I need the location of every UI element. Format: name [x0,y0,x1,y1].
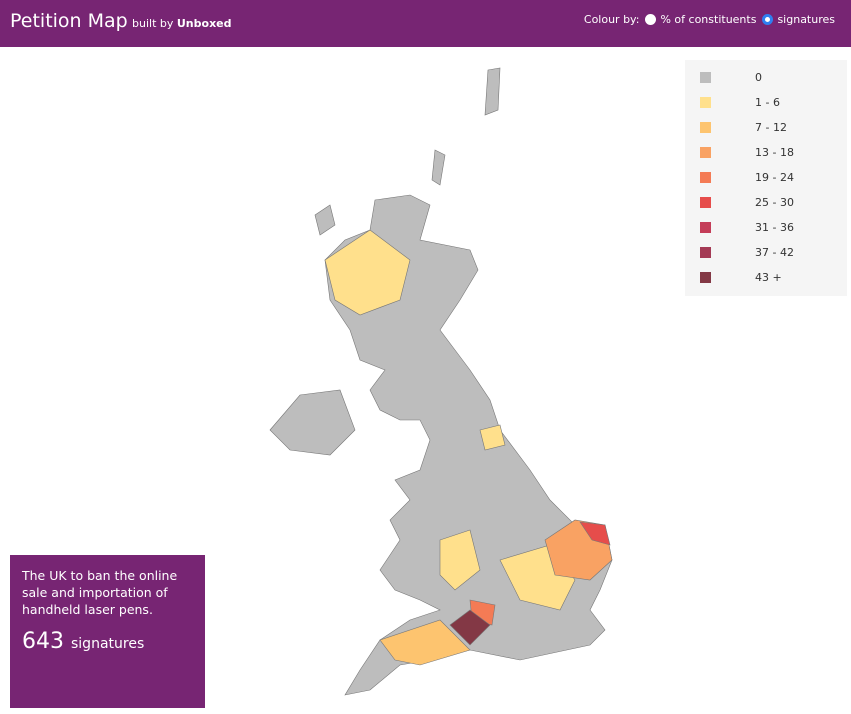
petition-count-row: 643 signatures [22,629,144,654]
header: Petition Map built by Unboxed Colour by:… [0,0,851,47]
radio-label[interactable]: signatures [777,13,835,26]
legend-swatch [700,222,711,233]
region [324,229,411,316]
region [479,424,506,451]
signature-count: 643 [22,629,64,654]
colour-by: Colour by: % of constituents signatures [584,13,835,26]
legend-label: 31 - 36 [755,221,794,234]
region [484,67,501,116]
region [439,529,481,591]
legend-label: 19 - 24 [755,171,794,184]
region [431,149,446,186]
radio-button[interactable] [645,14,657,25]
colour-by-label: Colour by: [583,13,640,26]
region [269,389,356,456]
legend-swatch [700,197,711,208]
legend-swatch [700,72,711,83]
built-by: built by Unboxed [132,17,232,30]
legend-label: 7 - 12 [755,121,787,134]
legend-swatch [700,97,711,108]
legend-label: 13 - 18 [755,146,794,159]
legend-label: 1 - 6 [755,96,780,109]
legend-label: 0 [755,71,762,84]
legend-swatch [700,272,711,283]
legend-swatch [700,147,711,158]
built-by-text: built by [132,17,174,30]
region [579,521,611,546]
legend: 0 1 - 6 7 - 12 13 - 18 19 - 24 25 - 30 31 - 36… [685,60,847,296]
legend-label: 25 - 30 [755,196,794,209]
radio-button[interactable] [762,14,774,25]
signature-unit: signatures [71,636,145,652]
petition-box: The UK to ban the online sale and import… [10,555,205,708]
region [379,619,471,666]
legend-swatch [700,172,711,183]
app-title: Petition Map [10,10,128,32]
region [314,204,336,236]
legend-swatch [700,247,711,258]
region [449,609,491,646]
radio-label[interactable]: % of constituents [660,13,757,26]
legend-label: 37 - 42 [755,246,794,259]
legend-label: 43 + [755,271,782,284]
petition-title: The UK to ban the online sale and import… [22,568,178,617]
map [269,67,613,696]
brand-link[interactable]: Unboxed [176,17,232,30]
legend-swatch [700,122,711,133]
